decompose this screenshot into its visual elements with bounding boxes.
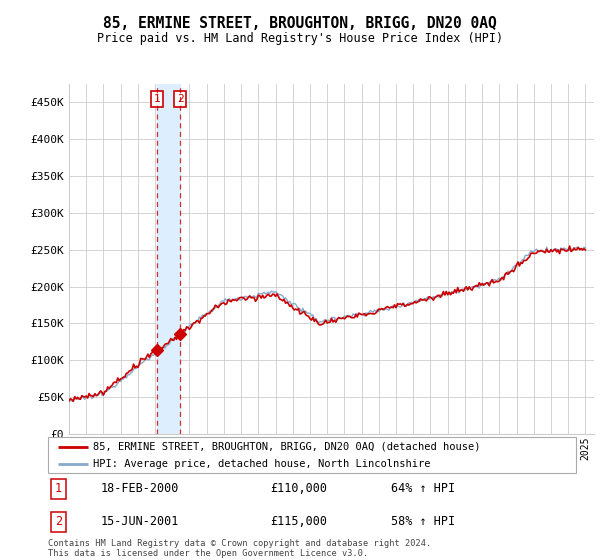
Text: £110,000: £110,000: [270, 482, 327, 496]
Text: 85, ERMINE STREET, BROUGHTON, BRIGG, DN20 0AQ: 85, ERMINE STREET, BROUGHTON, BRIGG, DN2…: [103, 16, 497, 31]
Text: Contains HM Land Registry data © Crown copyright and database right 2024.
This d: Contains HM Land Registry data © Crown c…: [48, 539, 431, 558]
Text: 18-FEB-2000: 18-FEB-2000: [101, 482, 179, 496]
Text: 85, ERMINE STREET, BROUGHTON, BRIGG, DN20 0AQ (detached house): 85, ERMINE STREET, BROUGHTON, BRIGG, DN2…: [93, 442, 481, 451]
Text: 15-JUN-2001: 15-JUN-2001: [101, 515, 179, 529]
Text: £115,000: £115,000: [270, 515, 327, 529]
Bar: [157, 84, 180, 434]
Text: HPI: Average price, detached house, North Lincolnshire: HPI: Average price, detached house, Nort…: [93, 459, 430, 469]
Text: 58% ↑ HPI: 58% ↑ HPI: [391, 515, 455, 529]
Text: 1: 1: [55, 482, 62, 496]
Text: 1: 1: [154, 94, 161, 104]
Text: 2: 2: [55, 515, 62, 529]
Text: 64% ↑ HPI: 64% ↑ HPI: [391, 482, 455, 496]
Text: Price paid vs. HM Land Registry's House Price Index (HPI): Price paid vs. HM Land Registry's House …: [97, 32, 503, 45]
Text: 2: 2: [177, 94, 184, 104]
